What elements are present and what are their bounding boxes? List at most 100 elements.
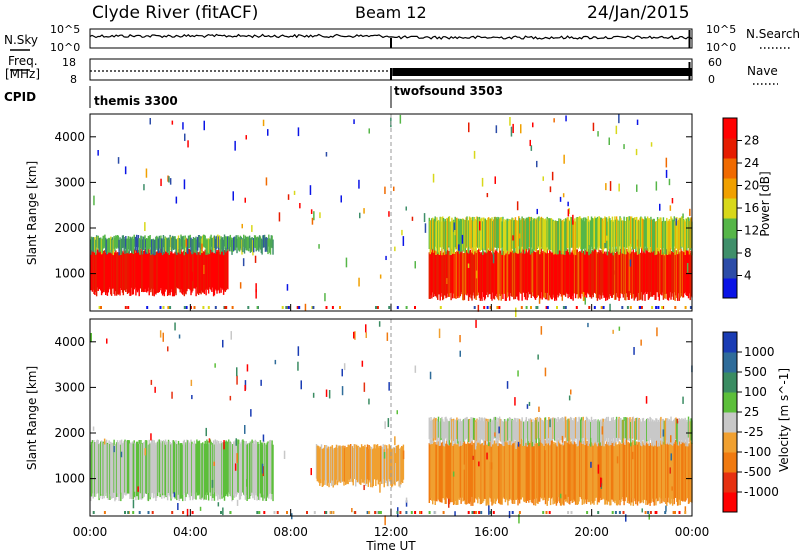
heatmap-cell: [546, 216, 548, 248]
ground-cell: [651, 306, 654, 309]
heatmap-cell: [187, 440, 189, 494]
heatmap-cell: [506, 218, 508, 251]
heatmap-cell: [529, 441, 531, 500]
heatmap-cell: [221, 248, 223, 289]
heatmap-cell: [118, 239, 120, 256]
heatmap-cell: [457, 418, 460, 442]
heatmap-cell: [492, 444, 494, 505]
heatmap-cell: [153, 440, 155, 494]
heatmap-cell: [487, 217, 489, 249]
heatmap-cell: [631, 216, 633, 247]
heatmap-cell: [664, 440, 666, 499]
heatmap-cell: [182, 441, 185, 495]
heatmap-cell: [480, 218, 482, 250]
heatmap-cell: [488, 439, 491, 498]
heatmap-cell: [137, 235, 140, 248]
heatmap-cell: [199, 251, 201, 294]
heatmap-cell: [559, 420, 561, 444]
heatmap-cell: [527, 251, 529, 298]
heatmap-cell: [250, 237, 252, 252]
scatter-cell: [608, 137, 610, 146]
heatmap-cell: [610, 251, 613, 298]
scatter-cell: [438, 328, 441, 339]
ground-cell: [366, 511, 369, 514]
heatmap-cell: [492, 248, 494, 293]
heatmap-cell: [684, 417, 686, 440]
heatmap-cell: [192, 237, 195, 251]
heatmap-cell: [600, 252, 603, 299]
heatmap-cell: [478, 417, 481, 439]
scatter-cell: [458, 244, 460, 251]
heatmap-cell: [215, 441, 217, 497]
heatmap-cell: [572, 219, 574, 253]
noise-right-tick-bottom: 10^0: [706, 41, 736, 54]
heatmap-cell: [442, 440, 445, 498]
scatter-cell: [384, 515, 386, 526]
heatmap-cell: [651, 421, 653, 446]
heatmap-cell: [112, 239, 115, 256]
heatmap-cell: [171, 237, 173, 252]
heatmap-cell: [576, 217, 579, 248]
heatmap-cell: [635, 418, 637, 440]
heatmap-cell: [446, 439, 448, 498]
heatmap-cell: [513, 417, 516, 440]
heatmap-cell: [104, 440, 106, 495]
scatter-cell: [670, 453, 672, 461]
heatmap-cell: [197, 441, 200, 496]
scatter-cell: [278, 212, 281, 222]
heatmap-cell: [467, 443, 470, 504]
heatmap-cell: [150, 239, 152, 256]
scatter-cell: [359, 212, 361, 219]
heatmap-cell: [380, 445, 382, 482]
heatmap-cell: [342, 445, 344, 482]
heatmap-cell: [493, 416, 496, 439]
heatmap-cell: [634, 442, 636, 502]
heatmap-cell: [569, 441, 572, 501]
heatmap-cell: [688, 249, 691, 294]
heatmap-cell: [101, 251, 104, 294]
heatmap-cell: [218, 235, 221, 248]
ground-cell: [229, 511, 232, 514]
heatmap-cell: [612, 221, 615, 256]
scatter-cell: [203, 264, 205, 275]
heatmap-cell: [107, 238, 110, 253]
heatmap-cell: [457, 250, 460, 297]
heatmap-cell: [562, 421, 564, 446]
heatmap-cell: [523, 421, 526, 446]
heatmap-cell: [110, 443, 113, 499]
scatter-cell: [676, 418, 679, 424]
heatmap-cell: [178, 238, 181, 253]
heatmap-cell: [90, 239, 92, 255]
heatmap-cell: [528, 418, 530, 442]
heatmap-cell: [634, 421, 636, 446]
heatmap-cell: [556, 221, 558, 255]
heatmap-cell: [651, 440, 654, 499]
heatmap-cell: [153, 239, 155, 256]
scatter-cell: [353, 119, 355, 125]
heatmap-cell: [136, 238, 139, 253]
heatmap-cell: [647, 219, 650, 252]
heatmap-cell: [615, 219, 617, 252]
heatmap-cell: [401, 446, 403, 482]
heatmap-cell: [165, 442, 167, 498]
heatmap-cell: [569, 444, 571, 505]
heatmap-cell: [670, 252, 672, 300]
heatmap-cell: [629, 442, 631, 503]
heatmap-cell: [430, 219, 432, 253]
heatmap-cell: [178, 444, 181, 501]
heatmap-cell: [486, 420, 488, 445]
heatmap-cell: [450, 253, 452, 301]
ground-cell: [473, 511, 476, 514]
scatter-cell: [174, 322, 176, 331]
scatter-cell: [287, 194, 290, 200]
heatmap-cell: [442, 252, 445, 300]
ground-cell: [286, 511, 288, 514]
heatmap-cell: [452, 252, 454, 299]
heatmap-cell: [657, 219, 660, 251]
heatmap-cell: [470, 252, 472, 299]
heatmap-cell: [624, 221, 626, 255]
heatmap-cell: [667, 439, 670, 498]
heatmap-cell: [540, 419, 543, 443]
heatmap-cell: [598, 216, 600, 247]
heatmap-cell: [96, 236, 99, 250]
